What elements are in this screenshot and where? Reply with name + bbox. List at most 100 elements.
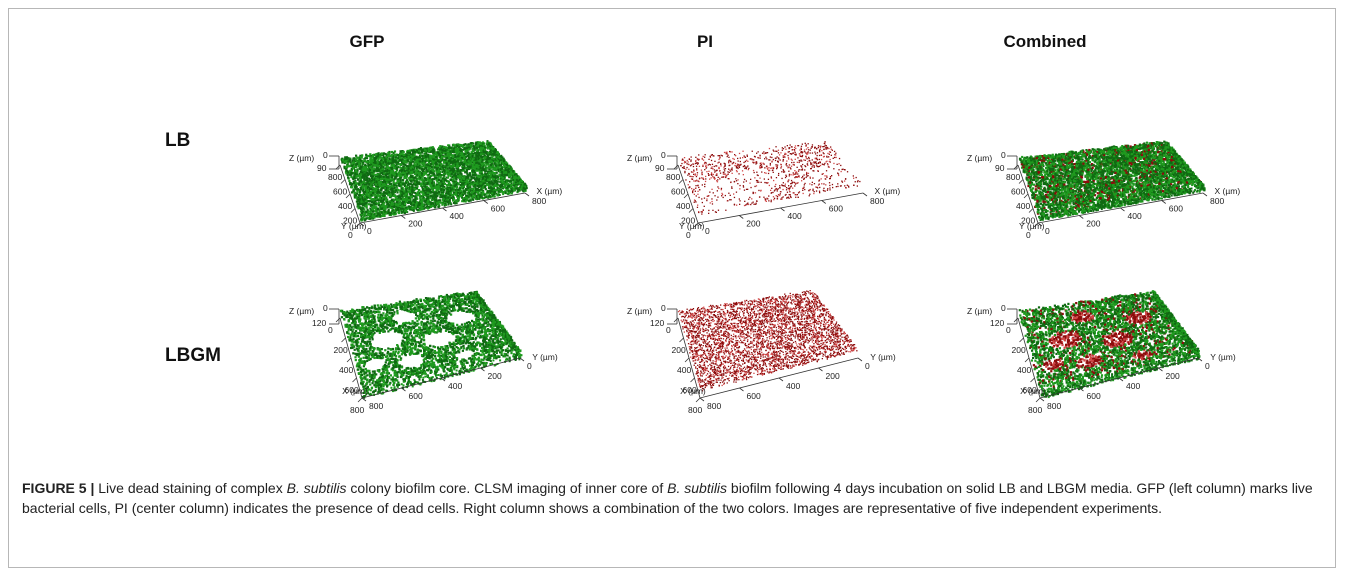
axis-tick-label: 800 (532, 196, 546, 206)
axis-tick-label: 400 (788, 211, 802, 221)
axis-tick-label: 800 (1210, 196, 1224, 206)
row-label-lb: LB (165, 130, 190, 152)
axes (1007, 155, 1208, 228)
axis-tick-label: 800 (1028, 405, 1042, 415)
axis-tick-label: 400 (676, 201, 690, 211)
z-tick-label: 90 (995, 163, 1005, 173)
axis-tick-label: 200 (1166, 371, 1180, 381)
z-tick-label: 90 (655, 163, 665, 173)
figure-number: FIGURE 5 | (22, 480, 94, 496)
axes (329, 308, 525, 403)
row-label-lbgm: LBGM (165, 345, 221, 367)
axes (667, 308, 863, 403)
axis-tick-label: 800 (707, 401, 721, 411)
axis-tick-label: 0 (666, 325, 671, 335)
axis-tick-label: 0 (367, 226, 372, 236)
figure-caption: FIGURE 5 | Live dead staining of complex… (22, 478, 1317, 518)
caption-species-1: B. subtilis (287, 480, 347, 496)
z-tick-label: 0 (1001, 303, 1006, 313)
surface-plot (1018, 140, 1206, 222)
axis-tick-label: 600 (1023, 385, 1037, 395)
z-tick-label: 0 (661, 303, 666, 313)
axis-tick-label: 400 (1128, 211, 1142, 221)
axis-title: X (µm) (537, 186, 563, 196)
axis-tick-label: 400 (448, 381, 462, 391)
axis-tick-label: 400 (1016, 201, 1030, 211)
caption-text-2: colony biofilm core. CLSM imaging of inn… (347, 480, 668, 496)
z-axis-label: Z (µm) (289, 306, 314, 316)
axis-title: Y (µm) (1019, 221, 1045, 231)
axis-tick-label: 200 (746, 219, 760, 229)
axis-tick-label: 600 (829, 204, 843, 214)
axis-title: Y (µm) (870, 352, 896, 362)
axis-tick-label: 200 (1012, 345, 1026, 355)
figure-frame (8, 8, 1336, 568)
axis-tick-label: 600 (491, 204, 505, 214)
axis-title: X (µm) (1215, 186, 1241, 196)
axis-tick-label: 800 (350, 405, 364, 415)
axis-tick-label: 600 (409, 391, 423, 401)
axis-tick-label: 200 (681, 216, 695, 226)
surface-plot (340, 140, 528, 222)
axis-tick-label: 0 (527, 361, 532, 371)
axis-tick-label: 600 (747, 391, 761, 401)
axis-tick-label: 800 (688, 405, 702, 415)
axis-tick-label: 0 (348, 230, 353, 240)
axes (667, 155, 868, 228)
z-tick-label: 0 (1001, 150, 1006, 160)
axis-tick-label: 200 (1021, 216, 1035, 226)
z-tick-label: 0 (661, 150, 666, 160)
axis-tick-label: 200 (334, 345, 348, 355)
z-tick-label: 120 (312, 318, 326, 328)
axis-tick-label: 200 (826, 371, 840, 381)
axis-title: Y (µm) (1210, 352, 1236, 362)
axis-tick-label: 0 (865, 361, 870, 371)
axis-tick-label: 400 (1017, 365, 1031, 375)
axis-tick-label: 0 (705, 226, 710, 236)
axis-title: X (µm) (875, 186, 901, 196)
axis-tick-label: 600 (1169, 204, 1183, 214)
axis-tick-label: 200 (343, 216, 357, 226)
axis-tick-label: 400 (339, 365, 353, 375)
z-axis-label: Z (µm) (627, 153, 652, 163)
axis-tick-label: 400 (677, 365, 691, 375)
axis-tick-label: 800 (870, 196, 884, 206)
axis-tick-label: 800 (328, 172, 342, 182)
z-tick-label: 120 (990, 318, 1004, 328)
axis-tick-label: 200 (672, 345, 686, 355)
axis-tick-label: 400 (786, 381, 800, 391)
z-axis-label: Z (µm) (627, 306, 652, 316)
axis-tick-label: 800 (1047, 401, 1061, 411)
z-axis-label: Z (µm) (967, 153, 992, 163)
surface-plot (1018, 290, 1201, 399)
axis-tick-label: 0 (686, 230, 691, 240)
axis-tick-label: 0 (1045, 226, 1050, 236)
axis-tick-label: 800 (1006, 172, 1020, 182)
column-header-gfp: GFP (350, 32, 385, 52)
axis-tick-label: 0 (1205, 361, 1210, 371)
column-header-pi: PI (697, 32, 713, 52)
axis-tick-label: 400 (338, 201, 352, 211)
caption-text-3: biofilm following 4 days incubation on s… (22, 480, 1313, 516)
axis-title: X (µm) (680, 386, 706, 396)
axis-tick-label: 0 (1006, 325, 1011, 335)
surface-plot (339, 290, 523, 399)
axes (1007, 308, 1203, 403)
axis-tick-label: 600 (1011, 187, 1025, 197)
axis-tick-label: 600 (333, 187, 347, 197)
surface-plot (677, 290, 858, 392)
z-axis-label: Z (µm) (289, 153, 314, 163)
axis-title: Y (µm) (679, 221, 705, 231)
axis-tick-label: 200 (408, 219, 422, 229)
axis-tick-label: 0 (1026, 230, 1031, 240)
z-tick-label: 90 (317, 163, 327, 173)
axis-tick-label: 800 (666, 172, 680, 182)
surface-plot (680, 141, 861, 215)
axis-tick-label: 600 (1087, 391, 1101, 401)
axes (329, 155, 530, 228)
axis-title: X (µm) (1020, 386, 1046, 396)
